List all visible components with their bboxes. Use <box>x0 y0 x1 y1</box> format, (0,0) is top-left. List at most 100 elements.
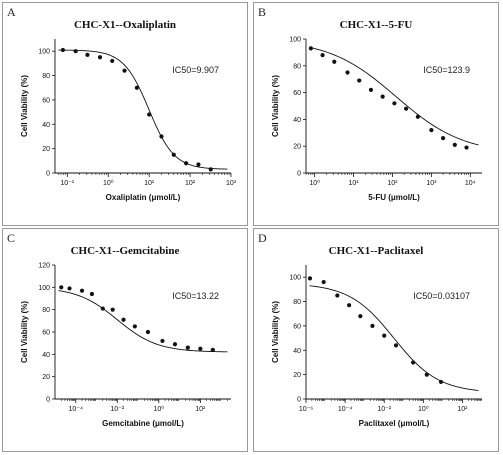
data-point <box>307 276 313 281</box>
panel-letter: A <box>7 5 16 19</box>
chart-title: CHC-X1--Paclitaxel <box>328 245 424 257</box>
data-point <box>147 112 152 117</box>
data-point <box>73 49 78 54</box>
data-point <box>185 345 190 350</box>
x-tick-label: 10⁰ <box>103 179 114 187</box>
x-tick-label: 10⁻² <box>110 406 124 413</box>
data-point <box>429 128 434 133</box>
x-tick-label: 10⁻⁶ <box>299 406 313 413</box>
y-tick-label: 60 <box>42 330 50 337</box>
fit-curve <box>309 46 479 146</box>
data-point <box>100 306 105 311</box>
data-point <box>208 167 213 172</box>
y-axis-title: Cell Viability (%) <box>271 75 280 137</box>
data-point <box>320 52 325 58</box>
x-tick-label: 10³ <box>226 180 237 187</box>
data-point <box>67 286 72 291</box>
dose-response-plot: 0 20 40 60 80 100 10⁰ 10¹ 10² 10³ 10⁴ 5-FU (μmol/L)… <box>271 37 482 202</box>
x-axis-title: 5-FU (μmol/L) <box>368 193 420 202</box>
chart-title: CHC-X1--Gemcitabine <box>70 245 180 257</box>
y-tick-label: 0 <box>297 171 301 178</box>
data-point <box>60 47 66 53</box>
y-axis-title: Cell Viability (%) <box>20 301 29 363</box>
x-axis-title: Paclitaxel (μmol/L) <box>359 419 430 428</box>
data-point <box>160 338 165 344</box>
y-axis-title: Cell Viability (%) <box>20 75 29 137</box>
data-point <box>89 291 95 297</box>
data-point <box>97 55 103 60</box>
x-tick-label: 10⁴ <box>465 180 476 187</box>
data-point <box>415 114 420 119</box>
y-tick-label: 40 <box>42 352 50 359</box>
panel-a: A CHC-X1--Oxaliplatin 0 20 40 60 80 100 10⁻¹ 10… <box>2 2 248 226</box>
x-tick-label: 10² <box>185 180 196 187</box>
data-point <box>424 372 429 377</box>
ic50-annotation: IC50=123.9 <box>423 65 470 75</box>
x-tick-label: 10⁻² <box>377 406 391 413</box>
x-tick-label: 10⁻⁴ <box>69 406 84 413</box>
y-tick-label: 0 <box>46 171 50 178</box>
x-tick-label: 10² <box>457 406 468 413</box>
data-point <box>196 162 201 167</box>
y-tick-label: 20 <box>293 144 301 151</box>
x-tick-label: 10⁰ <box>154 405 165 413</box>
y-tick-label: 120 <box>38 263 50 270</box>
y-tick-label: 0 <box>46 397 50 404</box>
data-point <box>332 59 337 64</box>
data-point <box>210 347 215 352</box>
x-axis-title: Oxaliplatin (μmol/L) <box>106 193 181 202</box>
dose-response-plot: 0 20 40 60 80 100 10⁻¹ 10⁰ 10¹ 10² 10³ Oxaliplatin … <box>20 39 237 202</box>
y-tick-label: 100 <box>38 49 50 56</box>
data-point <box>382 333 387 338</box>
dose-response-plot: 0 20 40 60 80 100 10⁻⁶ 10⁻⁴ 10⁻² 10⁰ 10² Paclitaxel… <box>271 265 482 428</box>
y-tick-label: 20 <box>42 146 50 153</box>
data-point <box>403 106 409 111</box>
data-point <box>59 285 64 290</box>
data-point <box>145 329 151 335</box>
data-point <box>380 94 385 99</box>
data-point <box>438 379 444 385</box>
panel-d: D CHC-X1--Paclitaxel 0 20 40 60 80 100 10⁻⁶ 10⁻… <box>253 228 499 452</box>
fit-curve <box>58 49 228 170</box>
panel-letter: D <box>258 231 267 245</box>
data-point <box>321 279 326 285</box>
data-point <box>370 323 375 329</box>
data-point <box>172 342 178 347</box>
data-point <box>134 85 139 90</box>
y-tick-label: 60 <box>293 323 301 330</box>
y-tick-label: 80 <box>293 63 301 70</box>
x-tick-label: 10³ <box>426 180 437 187</box>
panel-b: B CHC-X1--5-FU 0 20 40 60 80 100 10⁰ 10¹ 10² 10³ 1… <box>253 2 499 226</box>
data-point <box>79 288 85 293</box>
y-tick-label: 80 <box>42 73 50 80</box>
y-tick-label: 80 <box>293 299 301 306</box>
x-tick-label: 10⁰ <box>418 405 429 413</box>
data-point <box>85 52 90 57</box>
data-point <box>122 68 127 73</box>
data-point <box>464 145 469 150</box>
data-point <box>393 343 399 348</box>
panel-letter: B <box>258 5 267 19</box>
y-tick-label: 60 <box>42 97 50 104</box>
data-point <box>132 324 137 329</box>
y-tick-label: 80 <box>42 307 50 314</box>
data-point <box>440 136 446 141</box>
panel-c: C CHC-X1--Gemcitabine 0 20 40 60 80 100 120 10⁻… <box>2 228 248 452</box>
ic50-annotation: IC50=13.22 <box>172 291 219 301</box>
y-tick-label: 20 <box>293 372 301 379</box>
data-point <box>335 293 340 298</box>
data-point <box>358 314 363 319</box>
y-axis-title: Cell Viability (%) <box>271 301 280 363</box>
data-point <box>357 78 362 83</box>
y-tick-label: 100 <box>289 37 301 44</box>
x-tick-label: 10⁻⁴ <box>338 406 353 413</box>
x-tick-label: 10⁰ <box>309 179 320 187</box>
data-point <box>452 142 457 147</box>
y-tick-label: 40 <box>42 122 50 129</box>
x-tick-label: 10⁻¹ <box>60 180 74 187</box>
data-point <box>121 317 126 322</box>
fit-curve <box>58 290 228 353</box>
data-point <box>368 87 374 93</box>
data-point <box>392 101 397 106</box>
data-point <box>110 58 115 64</box>
